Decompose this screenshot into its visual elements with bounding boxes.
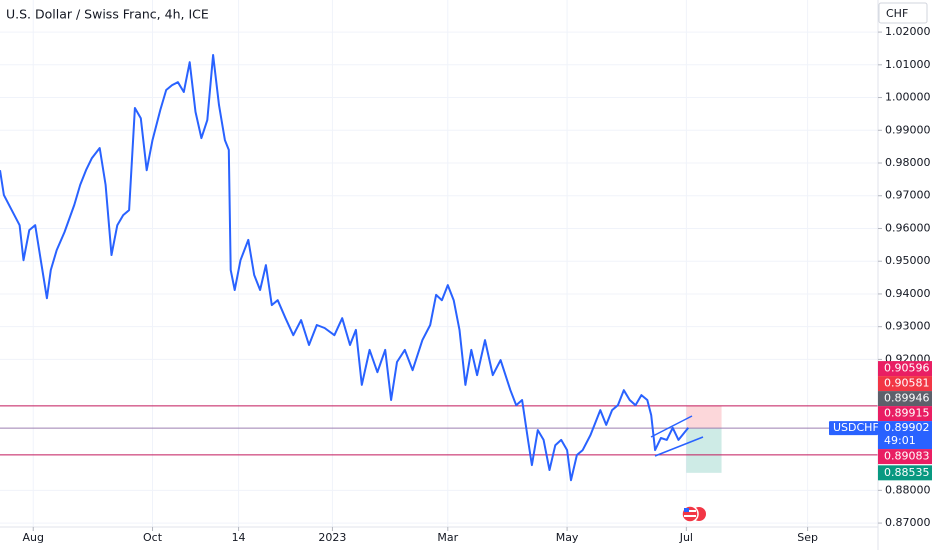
y-tick-label: 1.00000 [885,91,931,104]
price-tag: 0.89083 [884,450,930,463]
x-tick-label: Aug [23,531,44,544]
x-tick-label: May [556,531,579,544]
marks [0,54,878,482]
price-tag: 0.90596 [884,362,930,375]
price-tag-box [878,361,932,377]
y-tick-label: 0.99000 [885,123,931,136]
x-tick-label: 14 [232,531,246,544]
y-tick-label: 0.97000 [885,189,931,202]
y-tick-label: 1.01000 [885,58,931,71]
chart-title: U.S. Dollar / Swiss Franc, 4h, ICE [6,7,209,22]
grid [0,0,878,527]
y-tick-label: 0.96000 [885,221,931,234]
x-tick-label: Oct [143,531,163,544]
stop-zone [686,405,722,429]
symbol-tag: USDCHF [833,421,879,434]
y-tick-label: 0.94000 [885,287,931,300]
event-flag-canton [684,508,689,512]
price-line [0,54,690,482]
price-tag-box [878,421,932,450]
event-flag-stripe [684,510,696,512]
y-tick-label: 0.98000 [885,156,931,169]
y-tick-label: 1.02000 [885,25,931,38]
price-tag: 0.89902 [884,421,930,434]
y-tick-label: 0.87000 [885,516,931,529]
wedge-lower [654,436,704,457]
target-zone [686,428,722,473]
currency-box[interactable] [878,2,928,24]
currency[interactable]: CHF [886,7,908,20]
axis: 1.02000 1.01000 1.00000 0.99000 0.98000 0.970… [23,25,932,544]
countdown: 49:01 [884,434,916,447]
y-tick-label: 0.93000 [885,320,931,333]
price-tag: 0.89915 [884,407,930,420]
price-tag-box [878,406,932,422]
x-tick-label: Sep [797,531,818,544]
price-tag-box [878,465,932,481]
x-tick-label: Jul [679,531,693,544]
price-tag-box [878,391,932,407]
price-tag: 0.89946 [884,392,930,405]
price-tag-box [878,449,932,465]
price-tag: 0.90581 [884,377,930,390]
events-icon[interactable] [681,505,706,523]
y-tick-label: 0.95000 [885,254,931,267]
y-tick-label: 0.88000 [885,483,931,496]
x-tick-label: 2023 [318,531,346,544]
price-tag: 0.88535 [884,466,930,479]
x-tick-label: Mar [437,531,458,544]
event-flag-stripe [684,515,696,517]
price-tag-box [878,376,932,392]
symbol-tag-box [829,421,878,436]
wedge-upper [650,415,693,438]
